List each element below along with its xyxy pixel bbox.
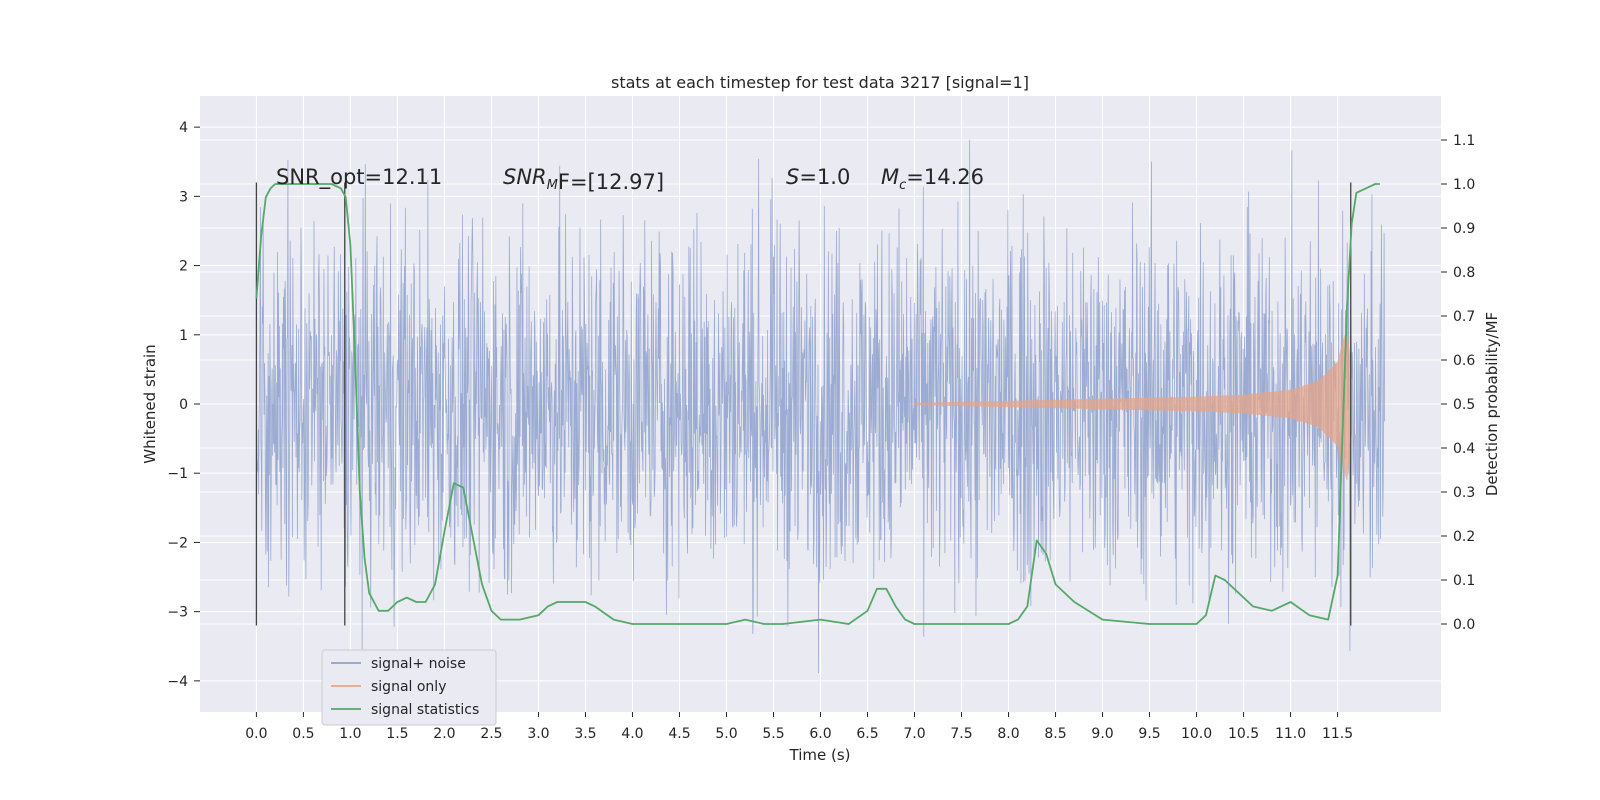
x-tick-label-2: 1.0: [339, 726, 361, 742]
x-tick-label-22: 11.0: [1275, 726, 1306, 742]
x-tick-labels: 0.0 0.5 1.0 1.5 2.0 2.5 3.0 3.5 4.0 4.5 5.0 5.5 6.0 6…: [245, 712, 1353, 742]
x-tick-label-3: 1.5: [386, 726, 408, 742]
y-right-axis-label: Detection probability/MF: [1483, 312, 1501, 496]
x-tick-label-10: 5.0: [715, 726, 737, 742]
chart-title: stats at each timestep for test data 321…: [611, 73, 1029, 92]
annotation-mc: Mc=14.26: [881, 165, 984, 193]
x-tick-label-16: 8.0: [997, 726, 1019, 742]
y-right-tick-label-6: 0.5: [1453, 397, 1475, 413]
y-right-tick-labels: 1.1 1.0 0.9 0.8 0.7 0.6 0.5 0.4 0.3 0.2 0.1 0.0: [1441, 133, 1475, 633]
legend: signal+ noise signal only signal statist…: [321, 649, 497, 726]
annotation-snr-opt: SNR_opt=12.11: [276, 165, 442, 190]
x-tick-label-6: 3.0: [527, 726, 549, 742]
y-axis-label: Whitened strain: [141, 344, 159, 463]
x-tick-label-8: 4.0: [621, 726, 643, 742]
legend-box: [321, 649, 497, 726]
x-tick-label-1: 0.5: [292, 726, 314, 742]
y-right-tick-label-4: 0.7: [1453, 309, 1475, 325]
y-right-tick-label-0: 1.1: [1453, 133, 1475, 149]
annotation-mc-sub: c: [899, 178, 906, 193]
y-right-tick-label-3: 0.8: [1453, 265, 1475, 281]
annotation-s: S=1.0: [786, 165, 850, 189]
x-tick-label-0: 0.0: [245, 726, 267, 742]
y-right-tick-label-8: 0.3: [1453, 485, 1475, 501]
legend-label-noise: signal+ noise: [371, 656, 466, 672]
annotation-snr-mf-rest: F=[12.97]: [558, 170, 664, 194]
legend-label-signal: signal only: [371, 679, 446, 695]
y-tick-label-7: −3: [167, 605, 188, 621]
y-right-tick-label-7: 0.4: [1453, 441, 1475, 457]
signal-only-envelope: [914, 327, 1353, 481]
x-tick-label-19: 9.5: [1138, 726, 1160, 742]
x-tick-label-12: 6.0: [809, 726, 831, 742]
y-tick-label-8: −4: [167, 674, 188, 690]
annotation-s-var: S: [786, 165, 799, 189]
y-right-tick-label-9: 0.2: [1453, 529, 1475, 545]
y-right-tick-label-1: 1.0: [1453, 177, 1475, 193]
y-tick-label-3: 1: [179, 328, 188, 344]
series-signal-noise: [256, 139, 1385, 673]
annotation-snr-mf: SNRMF=[12.97]: [503, 165, 664, 194]
x-tick-label-14: 7.0: [903, 726, 925, 742]
x-tick-label-18: 9.0: [1091, 726, 1113, 742]
y-tick-label-6: −2: [167, 535, 188, 551]
annotation-mc-val: =14.26: [906, 165, 984, 189]
x-tick-label-23: 11.5: [1322, 726, 1353, 742]
y-tick-label-2: 2: [179, 259, 188, 275]
y-tick-label-4: 0: [179, 397, 188, 413]
y-tick-label-0: 4: [179, 120, 188, 136]
y-tick-label-5: −1: [167, 466, 188, 482]
x-tick-label-4: 2.0: [433, 726, 455, 742]
noise-trace: [256, 139, 1385, 673]
x-tick-label-15: 7.5: [950, 726, 972, 742]
x-tick-label-20: 10.0: [1181, 726, 1212, 742]
y-tick-labels: 4 3 2 1 0 −1 −2 −3 −4: [167, 120, 200, 690]
annotation-s-val: =1.0: [799, 165, 850, 189]
x-tick-label-13: 6.5: [856, 726, 878, 742]
x-tick-label-11: 5.5: [762, 726, 784, 742]
x-tick-label-21: 10.5: [1228, 726, 1259, 742]
y-right-tick-label-2: 0.9: [1453, 221, 1475, 237]
y-right-tick-label-10: 0.1: [1453, 573, 1475, 589]
annotation-snr-opt-text: SNR_opt=12.11: [276, 165, 442, 190]
y-tick-label-1: 3: [179, 189, 188, 205]
series-signal-only: [914, 327, 1353, 481]
x-tick-label-5: 2.5: [480, 726, 502, 742]
stats-line: [255, 183, 1380, 625]
x-axis-label: Time (s): [789, 746, 851, 764]
annotation-snr-mf-sub: M: [547, 178, 558, 193]
x-tick-label-9: 4.5: [668, 726, 690, 742]
series-signal-statistics: [255, 183, 1380, 625]
annotation-mc-var: M: [881, 165, 899, 189]
x-tick-label-7: 3.5: [574, 726, 596, 742]
x-tick-label-17: 8.5: [1044, 726, 1066, 742]
y-right-tick-label-11: 0.0: [1453, 617, 1475, 633]
legend-label-stats: signal statistics: [371, 702, 479, 718]
annotation-snr-mf-base: SNR: [503, 165, 547, 189]
y-right-tick-label-5: 0.6: [1453, 353, 1475, 369]
